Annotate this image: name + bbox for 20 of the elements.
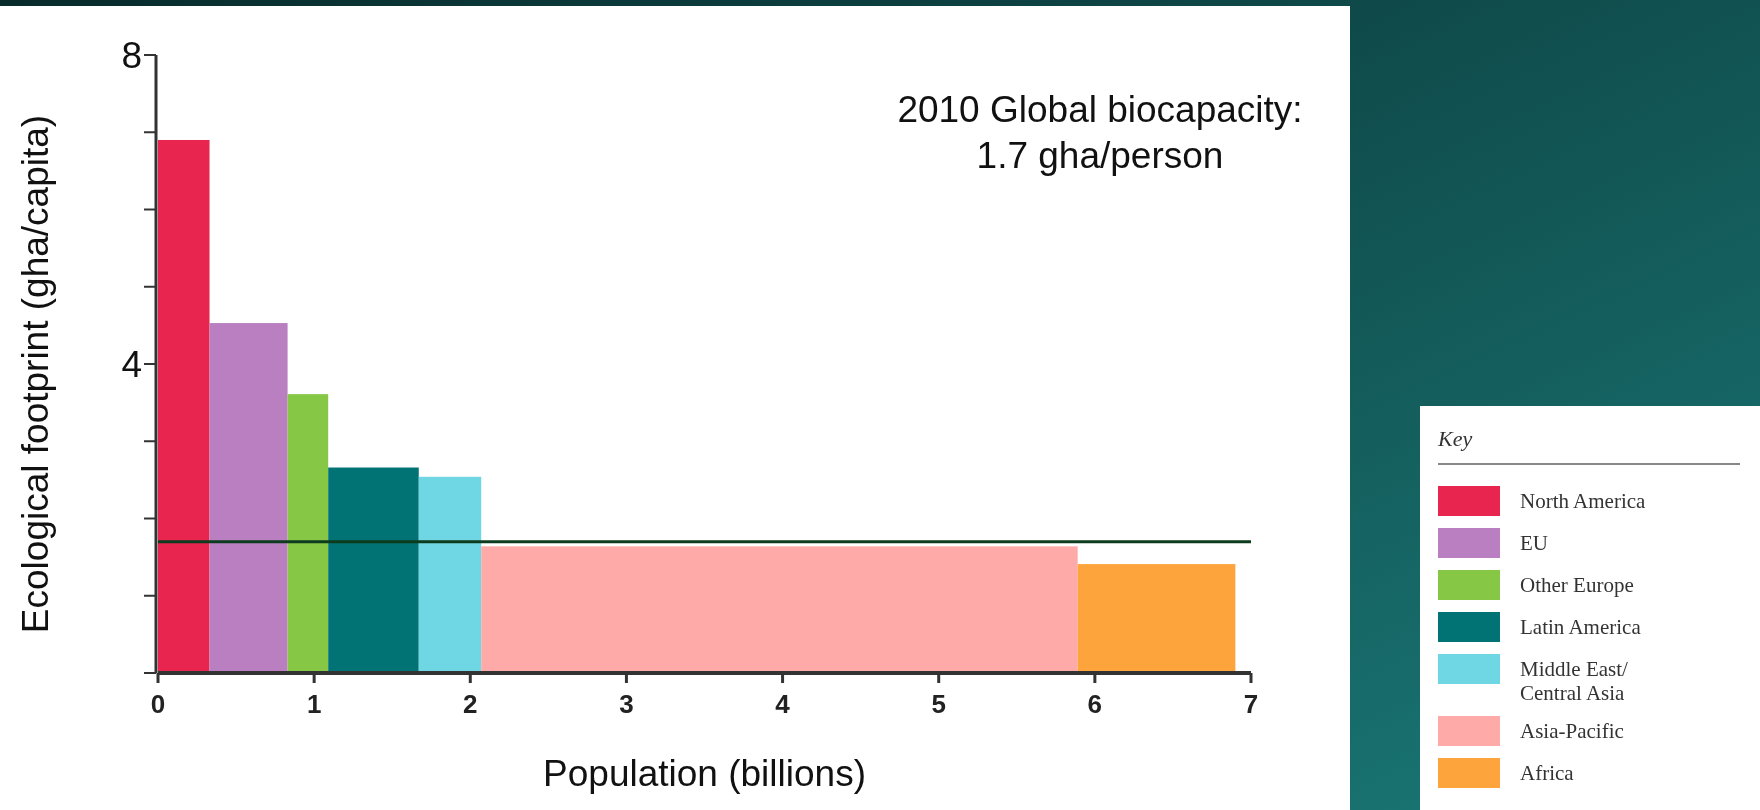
x-tick-label: 5 (931, 689, 946, 719)
x-tick-label: 7 (1243, 689, 1259, 719)
y-tick-label: 8 (121, 34, 142, 76)
x-tick-label: 3 (619, 689, 634, 719)
x-tick-label: 2 (463, 689, 478, 719)
legend-label: Asia-Pacific (1520, 719, 1624, 743)
legend-label: EU (1520, 531, 1548, 555)
legend-label: Latin America (1520, 615, 1642, 639)
x-tick-label: 6 (1087, 689, 1103, 719)
y-axis-title: Ecological footprint (gha/capita) (15, 114, 56, 634)
legend-label: Other Europe (1520, 573, 1634, 597)
x-tick-label: 1 (306, 689, 322, 719)
annotation: 2010 Global biocapacity: 1.7 gha/person (897, 89, 1303, 176)
x-tick-label: 4 (775, 689, 791, 719)
legend-label: Middle East/ Central Asia (1520, 657, 1629, 705)
x-axis-title: Population (billions) (543, 753, 866, 794)
x-tick-label: 0 (150, 689, 166, 719)
legend-label: North America (1520, 489, 1647, 513)
legend-title: Key (1437, 426, 1473, 451)
legend-label: Africa (1520, 761, 1575, 785)
